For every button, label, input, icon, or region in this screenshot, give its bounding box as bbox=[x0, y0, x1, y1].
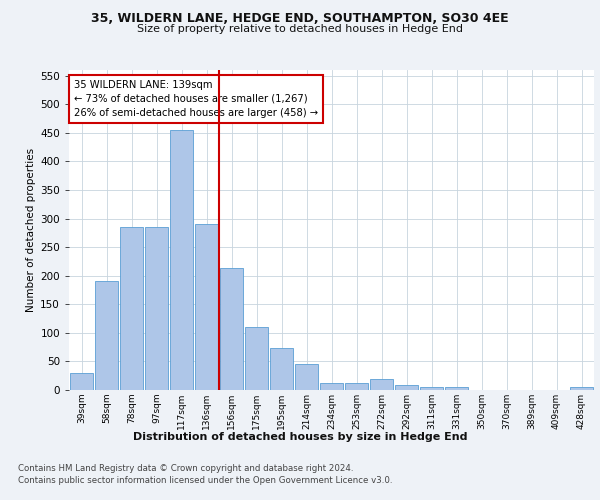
Bar bbox=[170, 130, 193, 390]
Bar bbox=[295, 364, 318, 390]
Bar bbox=[145, 227, 168, 390]
Bar bbox=[220, 268, 243, 390]
Text: Distribution of detached houses by size in Hedge End: Distribution of detached houses by size … bbox=[133, 432, 467, 442]
Bar bbox=[345, 383, 368, 390]
Bar bbox=[320, 383, 343, 390]
Bar bbox=[95, 282, 118, 390]
Text: Size of property relative to detached houses in Hedge End: Size of property relative to detached ho… bbox=[137, 24, 463, 34]
Bar bbox=[195, 224, 218, 390]
Bar bbox=[120, 227, 143, 390]
Y-axis label: Number of detached properties: Number of detached properties bbox=[26, 148, 36, 312]
Text: 35 WILDERN LANE: 139sqm
← 73% of detached houses are smaller (1,267)
26% of semi: 35 WILDERN LANE: 139sqm ← 73% of detache… bbox=[74, 80, 319, 118]
Bar bbox=[570, 387, 593, 390]
Bar bbox=[270, 348, 293, 390]
Text: Contains public sector information licensed under the Open Government Licence v3: Contains public sector information licen… bbox=[18, 476, 392, 485]
Bar bbox=[245, 327, 268, 390]
Bar bbox=[70, 373, 93, 390]
Bar bbox=[445, 387, 468, 390]
Text: Contains HM Land Registry data © Crown copyright and database right 2024.: Contains HM Land Registry data © Crown c… bbox=[18, 464, 353, 473]
Text: 35, WILDERN LANE, HEDGE END, SOUTHAMPTON, SO30 4EE: 35, WILDERN LANE, HEDGE END, SOUTHAMPTON… bbox=[91, 12, 509, 26]
Bar bbox=[395, 386, 418, 390]
Bar bbox=[370, 378, 393, 390]
Bar bbox=[420, 386, 443, 390]
